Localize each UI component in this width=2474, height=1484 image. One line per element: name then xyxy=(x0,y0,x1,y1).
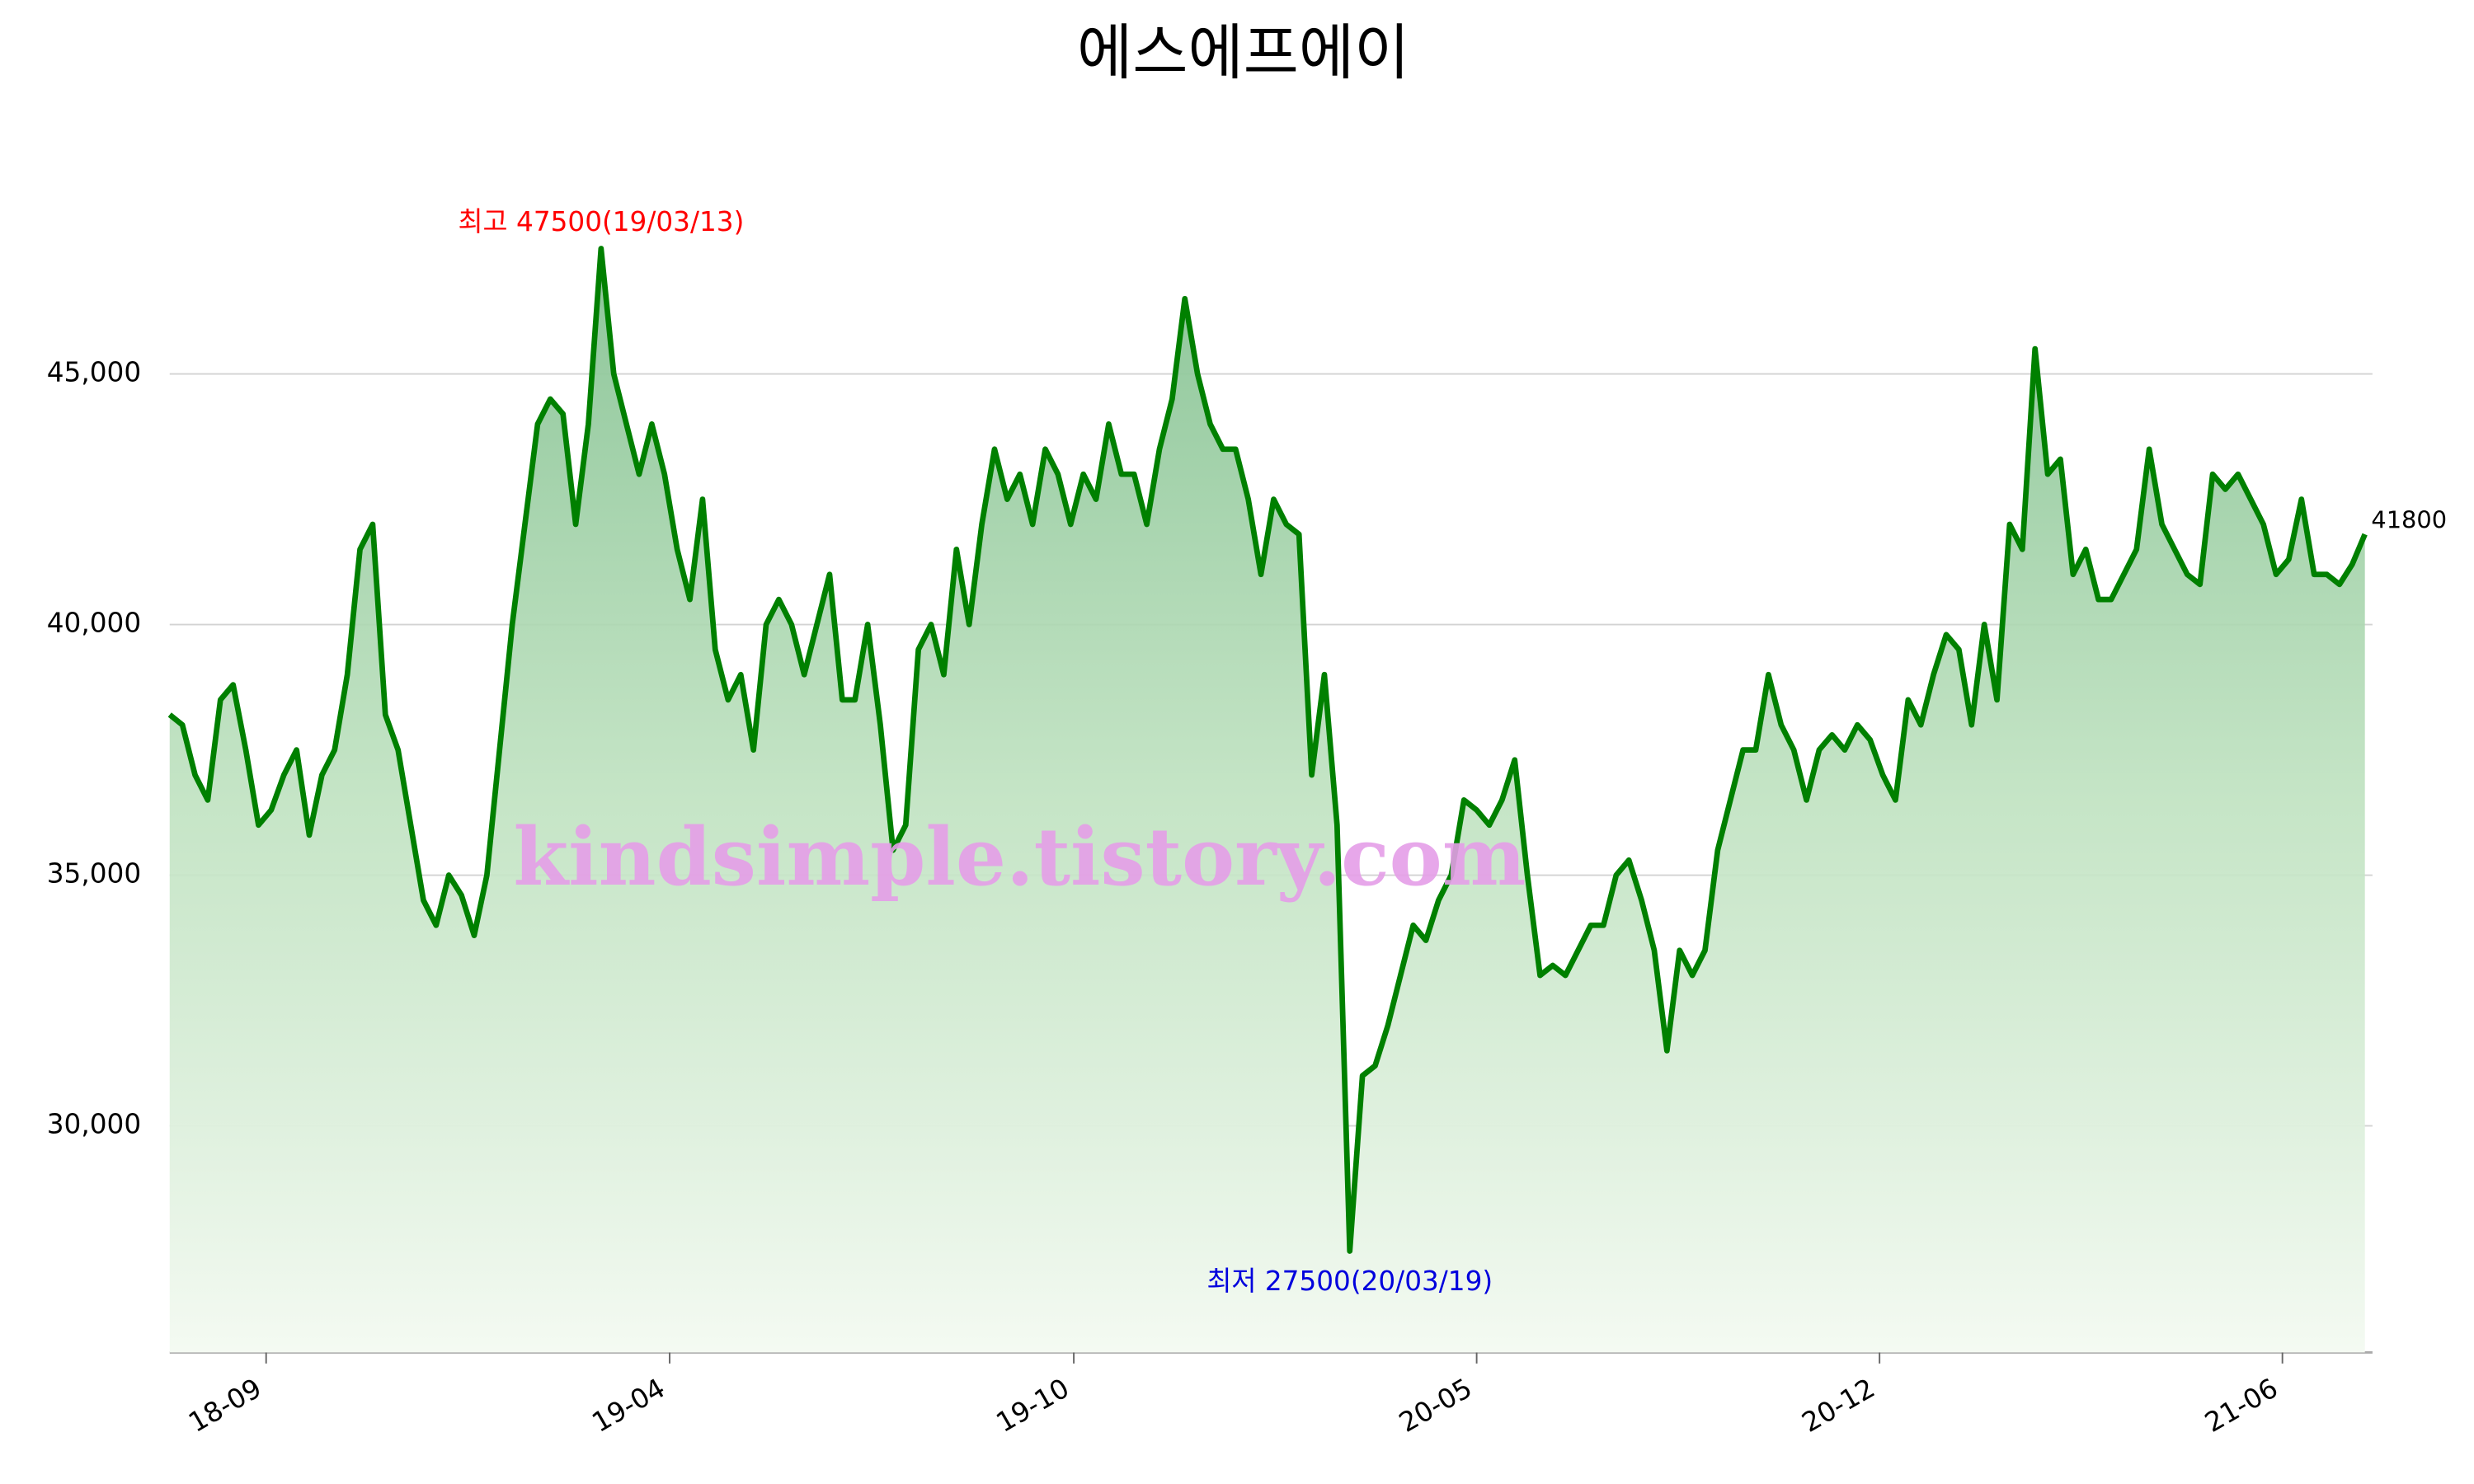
y-tick-label: 40,000 xyxy=(47,608,141,639)
watermark: kindsimple.tistory.com xyxy=(514,810,1526,904)
x-tick-label: 20-12 xyxy=(1797,1373,1880,1439)
min-annotation: 최저 27500(20/03/19) xyxy=(1206,1266,1493,1297)
y-tick-label: 45,000 xyxy=(47,357,141,388)
x-tick-label: 18-09 xyxy=(183,1373,266,1439)
x-tick-label: 19-10 xyxy=(991,1373,1075,1439)
x-tick-label: 21-06 xyxy=(2199,1373,2283,1439)
chart-title: 에스에프에이 xyxy=(1077,18,1409,88)
price-line xyxy=(167,246,2368,1254)
y-tick-label: 30,000 xyxy=(47,1109,141,1140)
x-tick-label: 19-04 xyxy=(587,1373,670,1439)
last-value-label: 41800 xyxy=(2371,506,2447,534)
area xyxy=(169,248,2365,1353)
y-tick-label: 35,000 xyxy=(47,858,141,890)
x-tick-label: 20-05 xyxy=(1394,1373,1477,1439)
max-annotation: 최고 47500(19/03/13) xyxy=(458,206,744,237)
